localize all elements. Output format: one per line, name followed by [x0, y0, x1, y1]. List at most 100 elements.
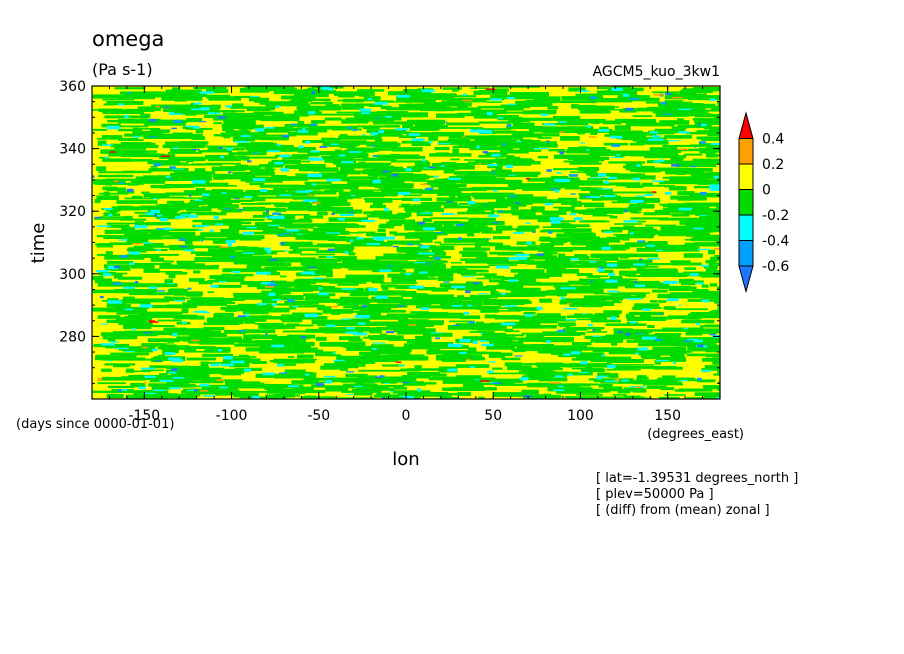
field-patch: [557, 197, 578, 202]
field-patch: [184, 240, 193, 245]
field-patch: [597, 296, 624, 301]
field-patch: [102, 98, 135, 101]
field-patch: [316, 243, 336, 247]
field-patch: [412, 198, 420, 202]
field-patch: [251, 334, 261, 340]
field-patch: [282, 232, 292, 235]
field-patch: [507, 183, 539, 189]
field-patch: [300, 261, 311, 266]
field-patch: [308, 111, 316, 115]
field-patch: [420, 245, 430, 249]
field-patch: [187, 389, 195, 391]
field-patch: [372, 154, 377, 157]
field-patch: [596, 90, 605, 95]
field-patch: [350, 239, 354, 243]
field-patch: [486, 111, 493, 116]
field-patch: [613, 365, 634, 369]
field-patch: [650, 272, 688, 277]
field-patch: [350, 194, 356, 196]
field-patch: [694, 118, 720, 123]
field-patch: [526, 196, 547, 202]
field-patch: [544, 181, 569, 187]
x-tick-label: -100: [216, 408, 248, 424]
field-patch: [281, 295, 304, 300]
field-patch: [448, 135, 494, 139]
field-patch: [185, 127, 213, 130]
field-patch: [171, 168, 185, 170]
field-patch: [130, 262, 172, 265]
field-patch: [621, 379, 629, 382]
field-patch: [315, 336, 327, 341]
field-patch: [311, 319, 350, 325]
field-patch: [302, 265, 342, 269]
field-patch: [694, 392, 719, 396]
field-patch: [264, 281, 305, 287]
field-patch: [380, 282, 418, 284]
field-patch: [537, 218, 553, 223]
field-patch: [687, 177, 707, 181]
y-tick-label: 300: [59, 267, 86, 283]
field-patch: [186, 206, 212, 212]
field-patch: [484, 274, 496, 279]
field-patch: [634, 284, 645, 287]
field-patch: [553, 285, 588, 288]
field-patch: [106, 187, 126, 192]
field-patch: [152, 348, 158, 352]
field-patch: [182, 126, 199, 129]
field-patch: [98, 174, 134, 178]
field-patch: [658, 159, 665, 162]
field-patch: [678, 131, 690, 134]
field-patch: [404, 234, 438, 239]
field-patch: [663, 248, 672, 252]
field-patch: [187, 381, 224, 384]
field-patch: [653, 285, 671, 288]
field-patch: [221, 192, 227, 195]
field-patch: [387, 240, 402, 245]
field-patch: [339, 144, 355, 149]
field-patch: [598, 87, 613, 90]
field-patch: [361, 219, 376, 222]
field-patch: [697, 377, 702, 381]
field-patch: [680, 126, 711, 129]
field-patch: [138, 346, 156, 351]
field-patch: [639, 263, 672, 266]
field-patch: [481, 230, 503, 234]
field-patch: [659, 102, 677, 108]
field-patch: [607, 176, 618, 179]
note-latitude: [ lat=-1.39531 degrees_north ]: [596, 471, 798, 486]
field-patch: [542, 130, 589, 134]
field-patch: [684, 239, 696, 241]
field-patch: [305, 190, 310, 193]
field-patch: [393, 386, 407, 390]
field-patch: [630, 199, 644, 203]
field-patch: [591, 120, 600, 124]
field-patch: [271, 266, 288, 269]
field-patch: [104, 268, 127, 271]
field-patch: [151, 104, 194, 109]
field-patch: [174, 328, 211, 333]
field-patch: [515, 141, 557, 147]
field-patch: [370, 347, 412, 353]
field-patch: [623, 220, 638, 223]
field-patch: [395, 175, 437, 178]
field-patch: [240, 281, 282, 285]
field-patch: [442, 387, 486, 391]
field-patch: [238, 354, 249, 357]
field-patch: [523, 272, 563, 277]
field-patch: [182, 321, 187, 324]
field-patch: [259, 303, 267, 305]
field-patch: [560, 136, 580, 141]
field-patch: [499, 180, 520, 184]
field-patch: [488, 298, 497, 302]
field-patch: [208, 320, 244, 325]
field-patch: [236, 175, 254, 179]
field-patch: [132, 242, 142, 245]
field-patch: [521, 140, 541, 143]
field-patch: [254, 97, 270, 103]
field-patch: [486, 101, 503, 103]
field-patch: [569, 352, 602, 356]
field-patch: [282, 319, 303, 323]
field-patch: [98, 192, 129, 195]
field-patch: [189, 333, 210, 339]
field-patch: [522, 375, 553, 380]
